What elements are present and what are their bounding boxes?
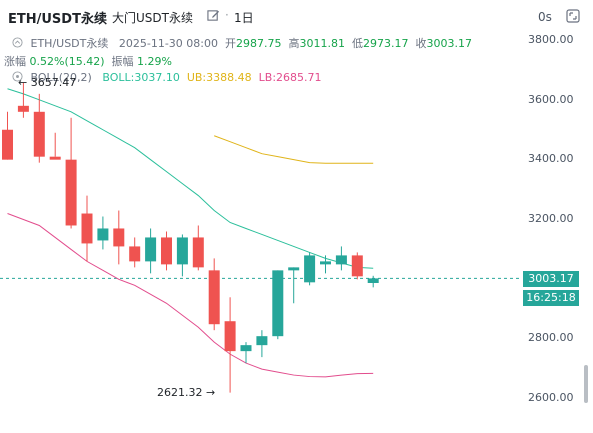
boll-mid-value: 3037.10 — [134, 71, 180, 84]
candle-body — [351, 255, 363, 277]
close-value: 3003.17 — [426, 37, 473, 50]
price-axis[interactable]: 3800.00 3600.00 3400.00 3200.00 2800.00 … — [520, 30, 593, 433]
candle-body — [224, 321, 236, 352]
boll-lb-line — [7, 213, 374, 378]
candle-body — [192, 237, 204, 268]
candle-body — [272, 270, 284, 337]
high-label: 高 — [288, 37, 300, 50]
change-label: 涨幅 — [4, 55, 26, 68]
high-marker: ← 3657.47 — [18, 76, 77, 89]
candle-body — [304, 255, 316, 283]
countdown-badge: 16:25:18 — [523, 290, 579, 306]
boll-ub-line — [214, 135, 374, 164]
interval-label[interactable]: 1日 — [234, 11, 254, 25]
candle-body — [335, 255, 347, 265]
symbol-title[interactable]: ETH/USDT永续 — [8, 12, 107, 27]
boll-name: BOLL(20,2) — [30, 71, 92, 84]
chart-header: ETH/USDT永续 大门USDT永续 · 1日 0s — [0, 0, 593, 30]
market-subtitle: 大门USDT永续 — [112, 11, 193, 25]
candle-body — [320, 261, 331, 265]
price-tick: 2600.00 — [528, 391, 574, 404]
low-label: 低 — [352, 37, 363, 50]
scrollbar[interactable] — [584, 365, 588, 403]
candle-body — [288, 267, 300, 271]
refresh-timer: 0s — [538, 10, 552, 24]
candle-body — [33, 111, 45, 157]
boll-mid-line — [7, 88, 374, 269]
eye-icon[interactable] — [12, 71, 23, 82]
change-legend: 涨幅 0.52%(15.42) 振幅 1.29% — [4, 53, 172, 69]
open-value: 2987.75 — [236, 37, 282, 50]
low-marker: 2621.32 → — [157, 386, 216, 399]
candle-body — [145, 237, 157, 262]
candle-body — [2, 129, 13, 160]
candle-body — [161, 237, 172, 265]
boll-lb-label: LB: — [258, 71, 277, 84]
change-value: 0.52%(15.42) — [29, 55, 105, 68]
candle-body — [97, 228, 109, 241]
boll-ub-value: 3388.48 — [206, 71, 252, 84]
candle-body — [240, 345, 252, 352]
price-tick: 3200.00 — [528, 212, 574, 225]
header-separator: · — [225, 8, 229, 22]
candle-body — [65, 159, 77, 226]
candle-body — [113, 228, 125, 247]
high-value: 3011.81 — [299, 37, 346, 50]
pencil-square-icon[interactable] — [207, 9, 220, 22]
ohlc-date: 2025-11-30 08:00 — [118, 37, 218, 50]
price-tick: 2800.00 — [528, 331, 574, 344]
boll-mid-label: BOLL: — [102, 71, 135, 84]
candle-body — [17, 105, 29, 112]
amp-label: 振幅 — [111, 55, 134, 68]
price-tick: 3400.00 — [528, 152, 574, 165]
candle-body — [81, 213, 93, 244]
low-value: 2973.17 — [363, 37, 409, 50]
candle-body — [49, 156, 61, 160]
ohlc-legend: ETH/USDT永续 2025-11-30 08:00 开2987.75 高30… — [12, 35, 472, 51]
candle-body — [367, 278, 379, 283]
candle-body — [208, 270, 220, 325]
candle-body — [256, 336, 268, 346]
price-tick: 3600.00 — [528, 93, 574, 106]
candle-body — [129, 246, 141, 262]
candle-body — [176, 237, 188, 265]
amp-value: 1.29% — [137, 55, 172, 68]
boll-ub-label: UB: — [186, 71, 207, 84]
current-price-badge: 3003.17 — [523, 271, 579, 287]
open-label: 开 — [225, 37, 236, 50]
ohlc-pair: ETH/USDT永续 — [30, 37, 109, 50]
boll-lb-value: 2685.71 — [276, 71, 322, 84]
close-label: 收 — [415, 37, 427, 50]
fullscreen-icon[interactable] — [566, 9, 580, 23]
price-tick: 3800.00 — [528, 33, 574, 46]
chevron-up-icon[interactable] — [12, 37, 23, 48]
boll-legend: BOLL(20,2) BOLL:3037.10 UB:3388.48 LB:26… — [12, 71, 322, 84]
